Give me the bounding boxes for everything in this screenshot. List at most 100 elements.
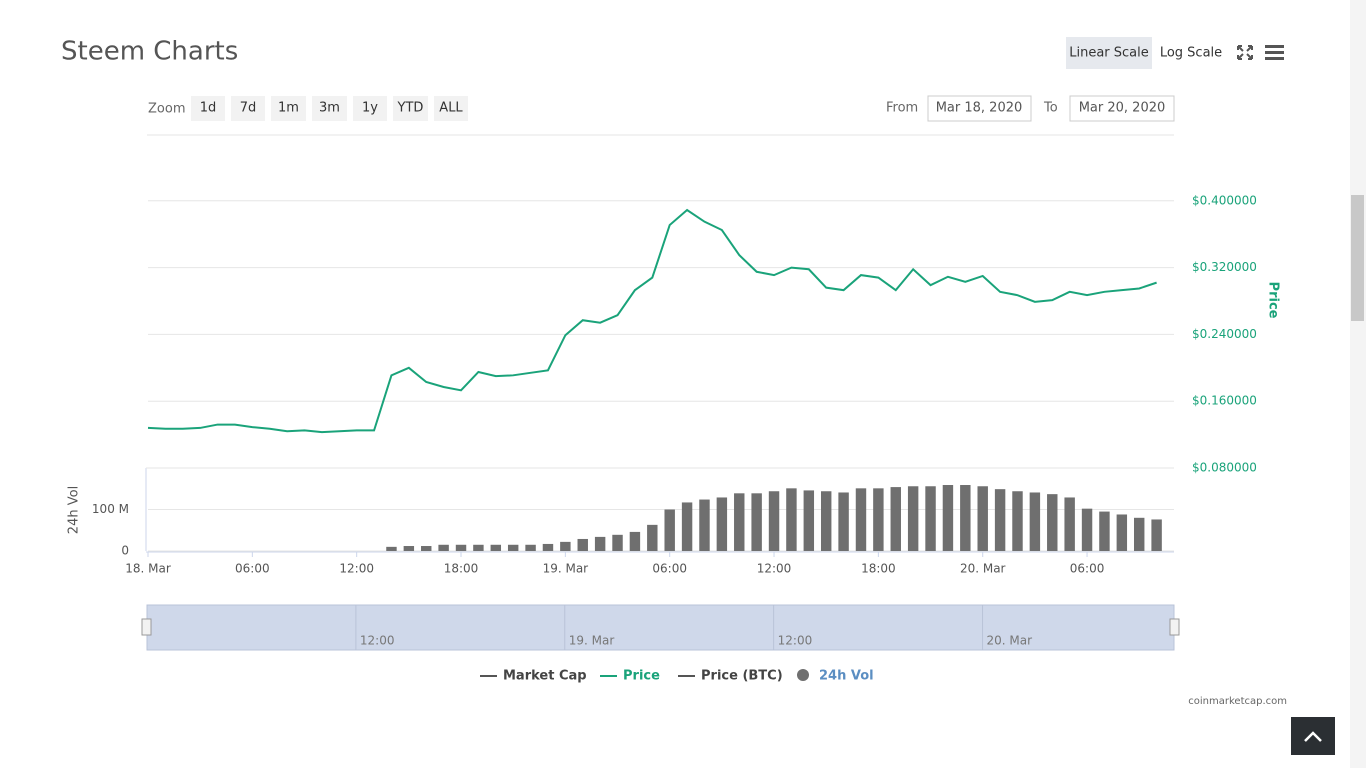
- legend-label[interactable]: Market Cap: [503, 669, 587, 684]
- from-date[interactable]: Mar 18, 2020: [936, 101, 1023, 116]
- volume-bar: [490, 544, 502, 551]
- zoom-button-label[interactable]: 7d: [240, 101, 257, 116]
- legend-label[interactable]: Price: [623, 669, 660, 684]
- linear-scale-label[interactable]: Linear Scale: [1069, 46, 1149, 61]
- volume-bar: [1081, 508, 1093, 551]
- zoom-button[interactable]: [393, 96, 428, 121]
- zoom-button[interactable]: [434, 96, 468, 121]
- zoom-button-label[interactable]: 1d: [200, 101, 217, 116]
- to-label: To: [1043, 101, 1058, 116]
- zoom-button[interactable]: [191, 96, 225, 121]
- volume-bar: [542, 543, 554, 551]
- to-input[interactable]: [1069, 95, 1175, 122]
- y2-tick-label: 0: [121, 544, 129, 558]
- volume-bar: [786, 488, 797, 551]
- back-to-top-icon[interactable]: [1304, 731, 1322, 742]
- y-tick-label: $0.160000: [1192, 394, 1257, 408]
- navigator[interactable]: [146, 604, 1175, 651]
- volume-bar: [473, 544, 484, 551]
- navigator-handle[interactable]: [141, 618, 152, 636]
- volume-bar: [942, 485, 954, 551]
- volume-bar: [1116, 514, 1128, 551]
- volume-bar: [768, 491, 780, 551]
- volume-bar: [560, 541, 571, 551]
- navigator-tick-label: 19. Mar: [569, 634, 615, 648]
- zoom-button[interactable]: [231, 96, 265, 121]
- zoom-button-label[interactable]: ALL: [439, 101, 463, 116]
- volume-bar: [629, 531, 641, 551]
- y-tick-label: $0.320000: [1192, 260, 1257, 274]
- x-tick-label: 18:00: [444, 562, 479, 576]
- volume-bar: [612, 534, 623, 551]
- log-scale-label[interactable]: Log Scale: [1160, 46, 1222, 61]
- y-axis-title: Price: [1266, 282, 1281, 319]
- y-tick-label: $0.240000: [1192, 327, 1257, 341]
- menu-icon[interactable]: [1265, 45, 1284, 60]
- volume-bar: [664, 509, 675, 551]
- volume-bar: [803, 490, 815, 551]
- zoom-button-label[interactable]: 1y: [362, 101, 378, 116]
- x-tick-label: 19. Mar: [543, 562, 589, 576]
- volume-bar: [647, 524, 658, 551]
- zoom-button-label[interactable]: YTD: [397, 101, 424, 116]
- navigator-tick-label: 20. Mar: [987, 634, 1033, 648]
- from-label: From: [886, 101, 918, 116]
- legend-label[interactable]: Price (BTC): [701, 669, 783, 684]
- volume-bar: [1099, 511, 1110, 551]
- volume-bar: [925, 486, 936, 551]
- volume-bar: [594, 536, 606, 551]
- x-tick-label: 06:00: [235, 562, 270, 576]
- zoom-button[interactable]: [353, 96, 387, 121]
- linear-scale-button[interactable]: [1066, 37, 1152, 69]
- scrollbar-track: [1350, 0, 1366, 768]
- volume-bar: [525, 544, 536, 551]
- volume-bar: [1047, 494, 1058, 551]
- volume-bar: [438, 544, 449, 551]
- volume-bar: [751, 493, 762, 551]
- volume-bar: [455, 544, 467, 551]
- volume-bar: [873, 488, 884, 551]
- volume-bar: [403, 546, 415, 551]
- volume-bar: [507, 544, 519, 551]
- volume-bar: [890, 487, 901, 551]
- from-input[interactable]: [927, 95, 1032, 122]
- x-tick-label: 18. Mar: [125, 562, 171, 576]
- x-tick-label: 12:00: [757, 562, 792, 576]
- zoom-label: Zoom: [148, 102, 185, 117]
- zoom-button-label[interactable]: 1m: [278, 101, 299, 116]
- to-date[interactable]: Mar 20, 2020: [1079, 101, 1166, 116]
- volume-bar: [421, 546, 432, 551]
- volume-bar: [960, 485, 971, 551]
- zoom-button[interactable]: [271, 96, 306, 121]
- volume-bar: [681, 502, 693, 551]
- zoom-button[interactable]: [312, 96, 347, 121]
- volume-bar: [838, 492, 849, 551]
- x-tick-label: 06:00: [1070, 562, 1105, 576]
- page-title: Steem Charts: [61, 37, 238, 67]
- volume-bar: [820, 491, 832, 551]
- volume-bar: [907, 486, 919, 551]
- zoom-button-label[interactable]: 3m: [319, 101, 340, 116]
- navigator-tick-label: 12:00: [778, 634, 813, 648]
- navigator-tick-label: 12:00: [360, 634, 395, 648]
- volume-bar: [994, 489, 1006, 551]
- volume-bar: [577, 538, 588, 551]
- y2-axis-title: 24h Vol: [67, 486, 82, 534]
- volume-bar: [1029, 492, 1041, 551]
- volume-bar: [699, 499, 710, 551]
- navigator-handle[interactable]: [1169, 618, 1180, 636]
- volume-bar: [1064, 497, 1075, 551]
- x-tick-label: 12:00: [339, 562, 374, 576]
- volume-bar: [1012, 491, 1023, 551]
- legend-marker[interactable]: [797, 669, 809, 681]
- x-tick-label: 18:00: [861, 562, 896, 576]
- legend-label[interactable]: 24h Vol: [819, 669, 874, 684]
- y-tick-label: $0.080000: [1192, 461, 1257, 475]
- scrollbar-thumb[interactable]: [1351, 195, 1364, 321]
- x-tick-label: 20. Mar: [960, 562, 1006, 576]
- fullscreen-icon[interactable]: [1237, 45, 1253, 60]
- back-to-top[interactable]: [1291, 717, 1335, 755]
- volume-bar: [1134, 517, 1145, 551]
